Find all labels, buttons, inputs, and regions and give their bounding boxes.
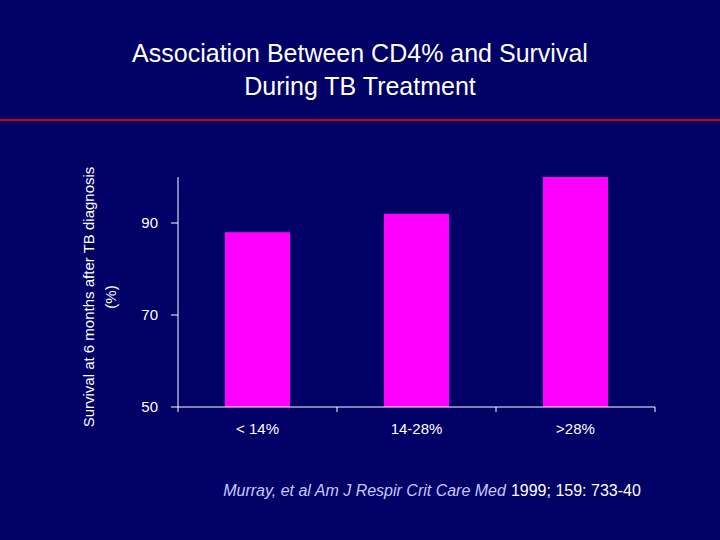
x-tick	[337, 407, 338, 412]
y-tick-label: 90	[141, 214, 158, 231]
y-tick-label: 70	[141, 306, 158, 323]
title: Association Between CD4% and Survival	[132, 39, 588, 67]
x-tick	[496, 407, 497, 412]
background	[0, 0, 720, 540]
citation-source: Murray, et al Am J Respir Crit Care Med	[223, 482, 507, 499]
y-tick	[171, 223, 178, 224]
bar	[384, 214, 449, 407]
y-axis-line	[178, 177, 179, 407]
y-axis-label: (%)	[102, 285, 119, 308]
y-tick	[171, 407, 178, 408]
separator	[0, 119, 720, 121]
x-tick	[178, 407, 179, 412]
bar	[225, 232, 290, 407]
x-tick-label: 14-28%	[391, 420, 443, 437]
citation-reference: 1999; 159: 733-40	[511, 482, 641, 499]
y-tick-label: 50	[141, 398, 158, 415]
y-tick	[171, 315, 178, 316]
bar	[543, 177, 608, 407]
x-tick-label: < 14%	[236, 420, 279, 437]
bars	[225, 177, 608, 407]
x-tick-label: >28%	[556, 420, 595, 437]
title: During TB Treatment	[244, 72, 476, 100]
x-axis-line	[178, 407, 655, 408]
chart: Association Between CD4% and Survival Dur…	[0, 0, 720, 540]
citation: Murray, et al Am J Respir Crit Care Med1…	[223, 482, 641, 499]
y-axis-label: Survival at 6 months after TB diagnosis	[80, 167, 97, 428]
x-tick	[655, 407, 656, 412]
